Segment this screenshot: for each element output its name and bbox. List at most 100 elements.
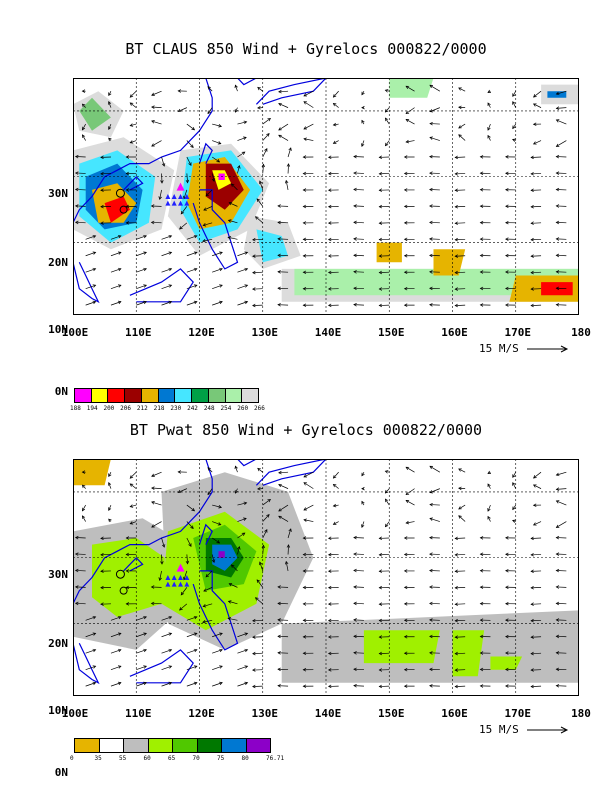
- wind-vector-head: [74, 535, 79, 540]
- panel1-lon-label: 120E: [188, 326, 215, 339]
- wind-vector: [278, 515, 289, 522]
- wind-vector: [237, 518, 247, 522]
- panel1-lon-label: 100E: [61, 326, 89, 339]
- wind-vector-head: [353, 667, 357, 672]
- wind-vector-head: [143, 648, 148, 653]
- wind-vector-head: [277, 634, 281, 639]
- wind-vector: [405, 500, 415, 506]
- wind-vector: [183, 189, 188, 199]
- wind-vector-head: [378, 585, 383, 590]
- wind-vector-head: [143, 284, 148, 288]
- panel2-legend-label: 75: [217, 755, 225, 762]
- wind-vector-head: [244, 681, 249, 686]
- wind-vector-head: [243, 501, 248, 506]
- wind-vector-head: [244, 665, 249, 669]
- wind-vector-head: [555, 618, 560, 622]
- wind-vector-head: [92, 665, 97, 669]
- wind-vector-head: [555, 106, 560, 110]
- wind-vector: [255, 216, 263, 224]
- wind-vector: [159, 570, 162, 581]
- coastline: [129, 268, 194, 303]
- wind-vector: [237, 121, 247, 125]
- panel1-lon-label: 140E: [314, 326, 342, 339]
- wind-vector: [207, 86, 213, 92]
- panel1-lat-label: 10N: [48, 323, 68, 336]
- wind-vector-head: [555, 601, 560, 606]
- wind-vector-head: [117, 632, 122, 636]
- wind-vector: [85, 251, 96, 257]
- wind-vector-head: [429, 121, 433, 126]
- wind-vector: [385, 488, 390, 494]
- wind-vector-head: [125, 552, 130, 557]
- wind-vector: [178, 107, 187, 112]
- wind-vector-head: [168, 648, 173, 653]
- wind-vector-head: [202, 604, 207, 608]
- wind-vector: [229, 202, 238, 207]
- wind-vector-head: [74, 187, 79, 192]
- panel1-title: BT CLAUS 850 Wind + Gyrelocs 000822/0000: [125, 40, 487, 58]
- wind-vector-head: [303, 507, 307, 511]
- wind-vector-head: [125, 204, 130, 209]
- field-contour: [212, 544, 238, 571]
- wind-vector: [405, 85, 415, 92]
- panel1-legend-label: 254: [220, 405, 232, 412]
- wind-vector: [130, 123, 137, 126]
- field-contour: [218, 551, 225, 558]
- wind-vector-head: [512, 474, 516, 478]
- wind-vector: [262, 118, 271, 125]
- wind-vector-head: [278, 102, 282, 107]
- wind-vector: [406, 140, 415, 143]
- panel1-scale-text: 15 M/S: [479, 342, 519, 355]
- wind-vector-head: [555, 524, 560, 528]
- panel1-legend-label: 188: [70, 405, 81, 412]
- wind-vector-head: [258, 561, 263, 566]
- wind-vector: [533, 471, 542, 479]
- wind-vector: [487, 135, 491, 141]
- wind-vector-head: [302, 536, 307, 540]
- wind-vector-head: [327, 303, 332, 308]
- wind-vectors: [74, 84, 567, 308]
- wind-vector-head: [252, 684, 256, 689]
- wind-vector-head: [361, 119, 365, 124]
- wind-vector: [333, 521, 339, 525]
- panel1-legend-swatch: [124, 388, 142, 403]
- wind-vector-head: [405, 491, 410, 496]
- wind-vector-head: [277, 220, 281, 225]
- wind-vector-head: [327, 155, 332, 160]
- wind-vector-head: [237, 164, 241, 169]
- wind-vector: [136, 649, 147, 654]
- wind-vector-head: [487, 470, 491, 474]
- wind-vector-head: [216, 540, 221, 544]
- wind-vector: [257, 87, 263, 92]
- wind-vector-head: [327, 254, 332, 258]
- wind-vector: [130, 504, 137, 507]
- wind-vector: [333, 90, 339, 98]
- wind-vector-head: [185, 179, 190, 184]
- wind-vector: [385, 521, 390, 527]
- wind-vector-head: [100, 155, 104, 160]
- wind-vector-head: [332, 483, 337, 488]
- wind-vector-head: [385, 117, 389, 122]
- panel2-lat-label: 0N: [54, 766, 68, 779]
- wind-vector-head: [555, 634, 560, 639]
- wind-vector-head: [530, 618, 534, 623]
- wind-vector: [303, 123, 314, 130]
- wind-vector-head: [378, 204, 383, 209]
- coastline: [73, 459, 213, 605]
- wind-vector: [108, 101, 112, 108]
- wind-vector-head: [353, 154, 357, 159]
- wind-vector-head: [327, 635, 332, 639]
- wind-vector-head: [74, 568, 79, 573]
- gyreloc-marker: [171, 194, 177, 199]
- wind-vector-head: [191, 126, 196, 131]
- wind-vector-head: [403, 585, 408, 590]
- wind-vector: [151, 106, 162, 108]
- gyreloc-marker: [171, 581, 177, 587]
- wind-vector: [151, 487, 162, 489]
- wind-vector-head: [284, 179, 289, 184]
- wind-vector-head: [403, 188, 408, 192]
- wind-vector: [458, 515, 466, 522]
- panel1-lon-label: 110E: [125, 326, 152, 339]
- wind-vector-head: [129, 102, 134, 106]
- wind-vector: [429, 504, 440, 506]
